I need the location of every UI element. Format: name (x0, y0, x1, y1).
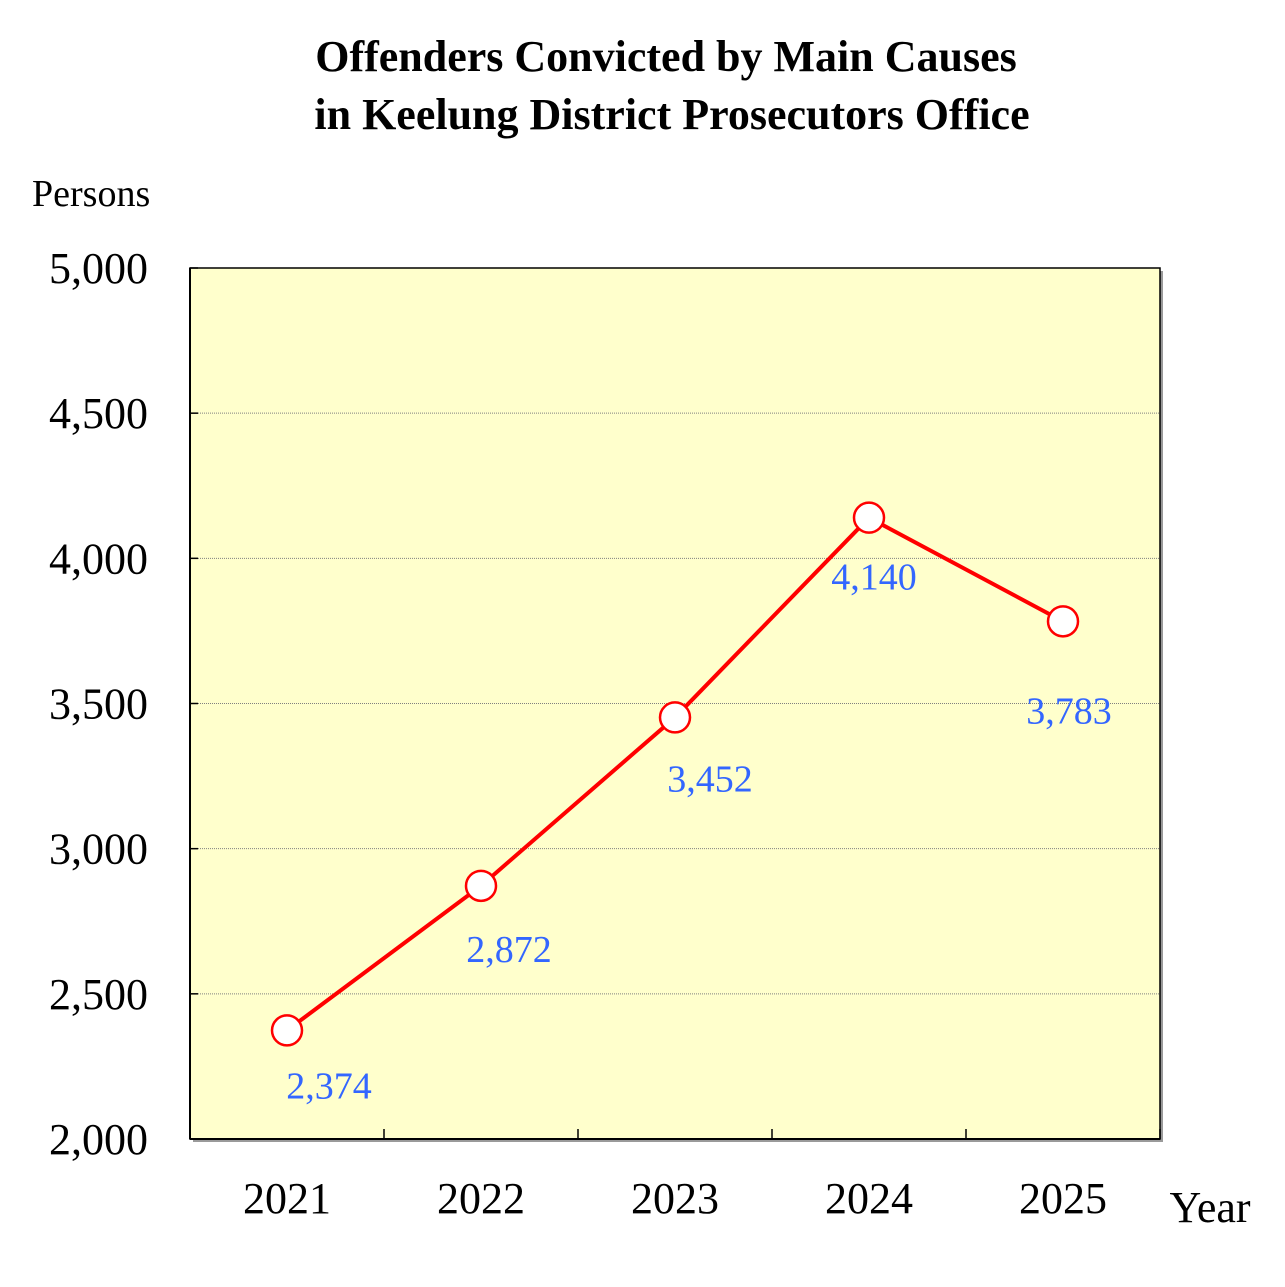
y-tick-label: 4,500 (49, 389, 148, 438)
chart-title: Offenders Convicted by Main Causes (315, 32, 1017, 81)
data-label: 3,452 (667, 758, 753, 800)
y-tick-label: 3,000 (49, 825, 148, 874)
y-axis-unit-label: Persons (32, 173, 150, 215)
data-point-marker (464, 869, 498, 903)
x-tick-label: 2021 (243, 1174, 331, 1223)
data-point-marker (852, 501, 886, 534)
y-tick-label: 4,000 (49, 534, 148, 583)
data-point-marker (270, 1014, 304, 1047)
y-tick-label: 2,500 (49, 970, 148, 1019)
x-axis-unit-label: Year (1169, 1183, 1250, 1232)
data-label: 2,374 (286, 1065, 372, 1107)
x-tick-label: 2024 (825, 1174, 913, 1223)
y-tick-label: 2,000 (49, 1115, 148, 1164)
y-tick-label: 3,500 (49, 680, 148, 729)
data-point-marker (1046, 605, 1080, 638)
x-tick-label: 2025 (1019, 1174, 1107, 1223)
x-tick-label: 2022 (437, 1174, 525, 1223)
data-label: 2,872 (466, 929, 552, 971)
chart-subtitle: in Keelung District Prosecutors Office (314, 90, 1029, 139)
data-point-marker (658, 701, 692, 734)
data-label: 3,783 (1026, 690, 1112, 732)
data-label: 4,140 (831, 557, 917, 599)
x-tick-label: 2023 (631, 1174, 719, 1223)
y-tick-label: 5,000 (49, 244, 148, 293)
